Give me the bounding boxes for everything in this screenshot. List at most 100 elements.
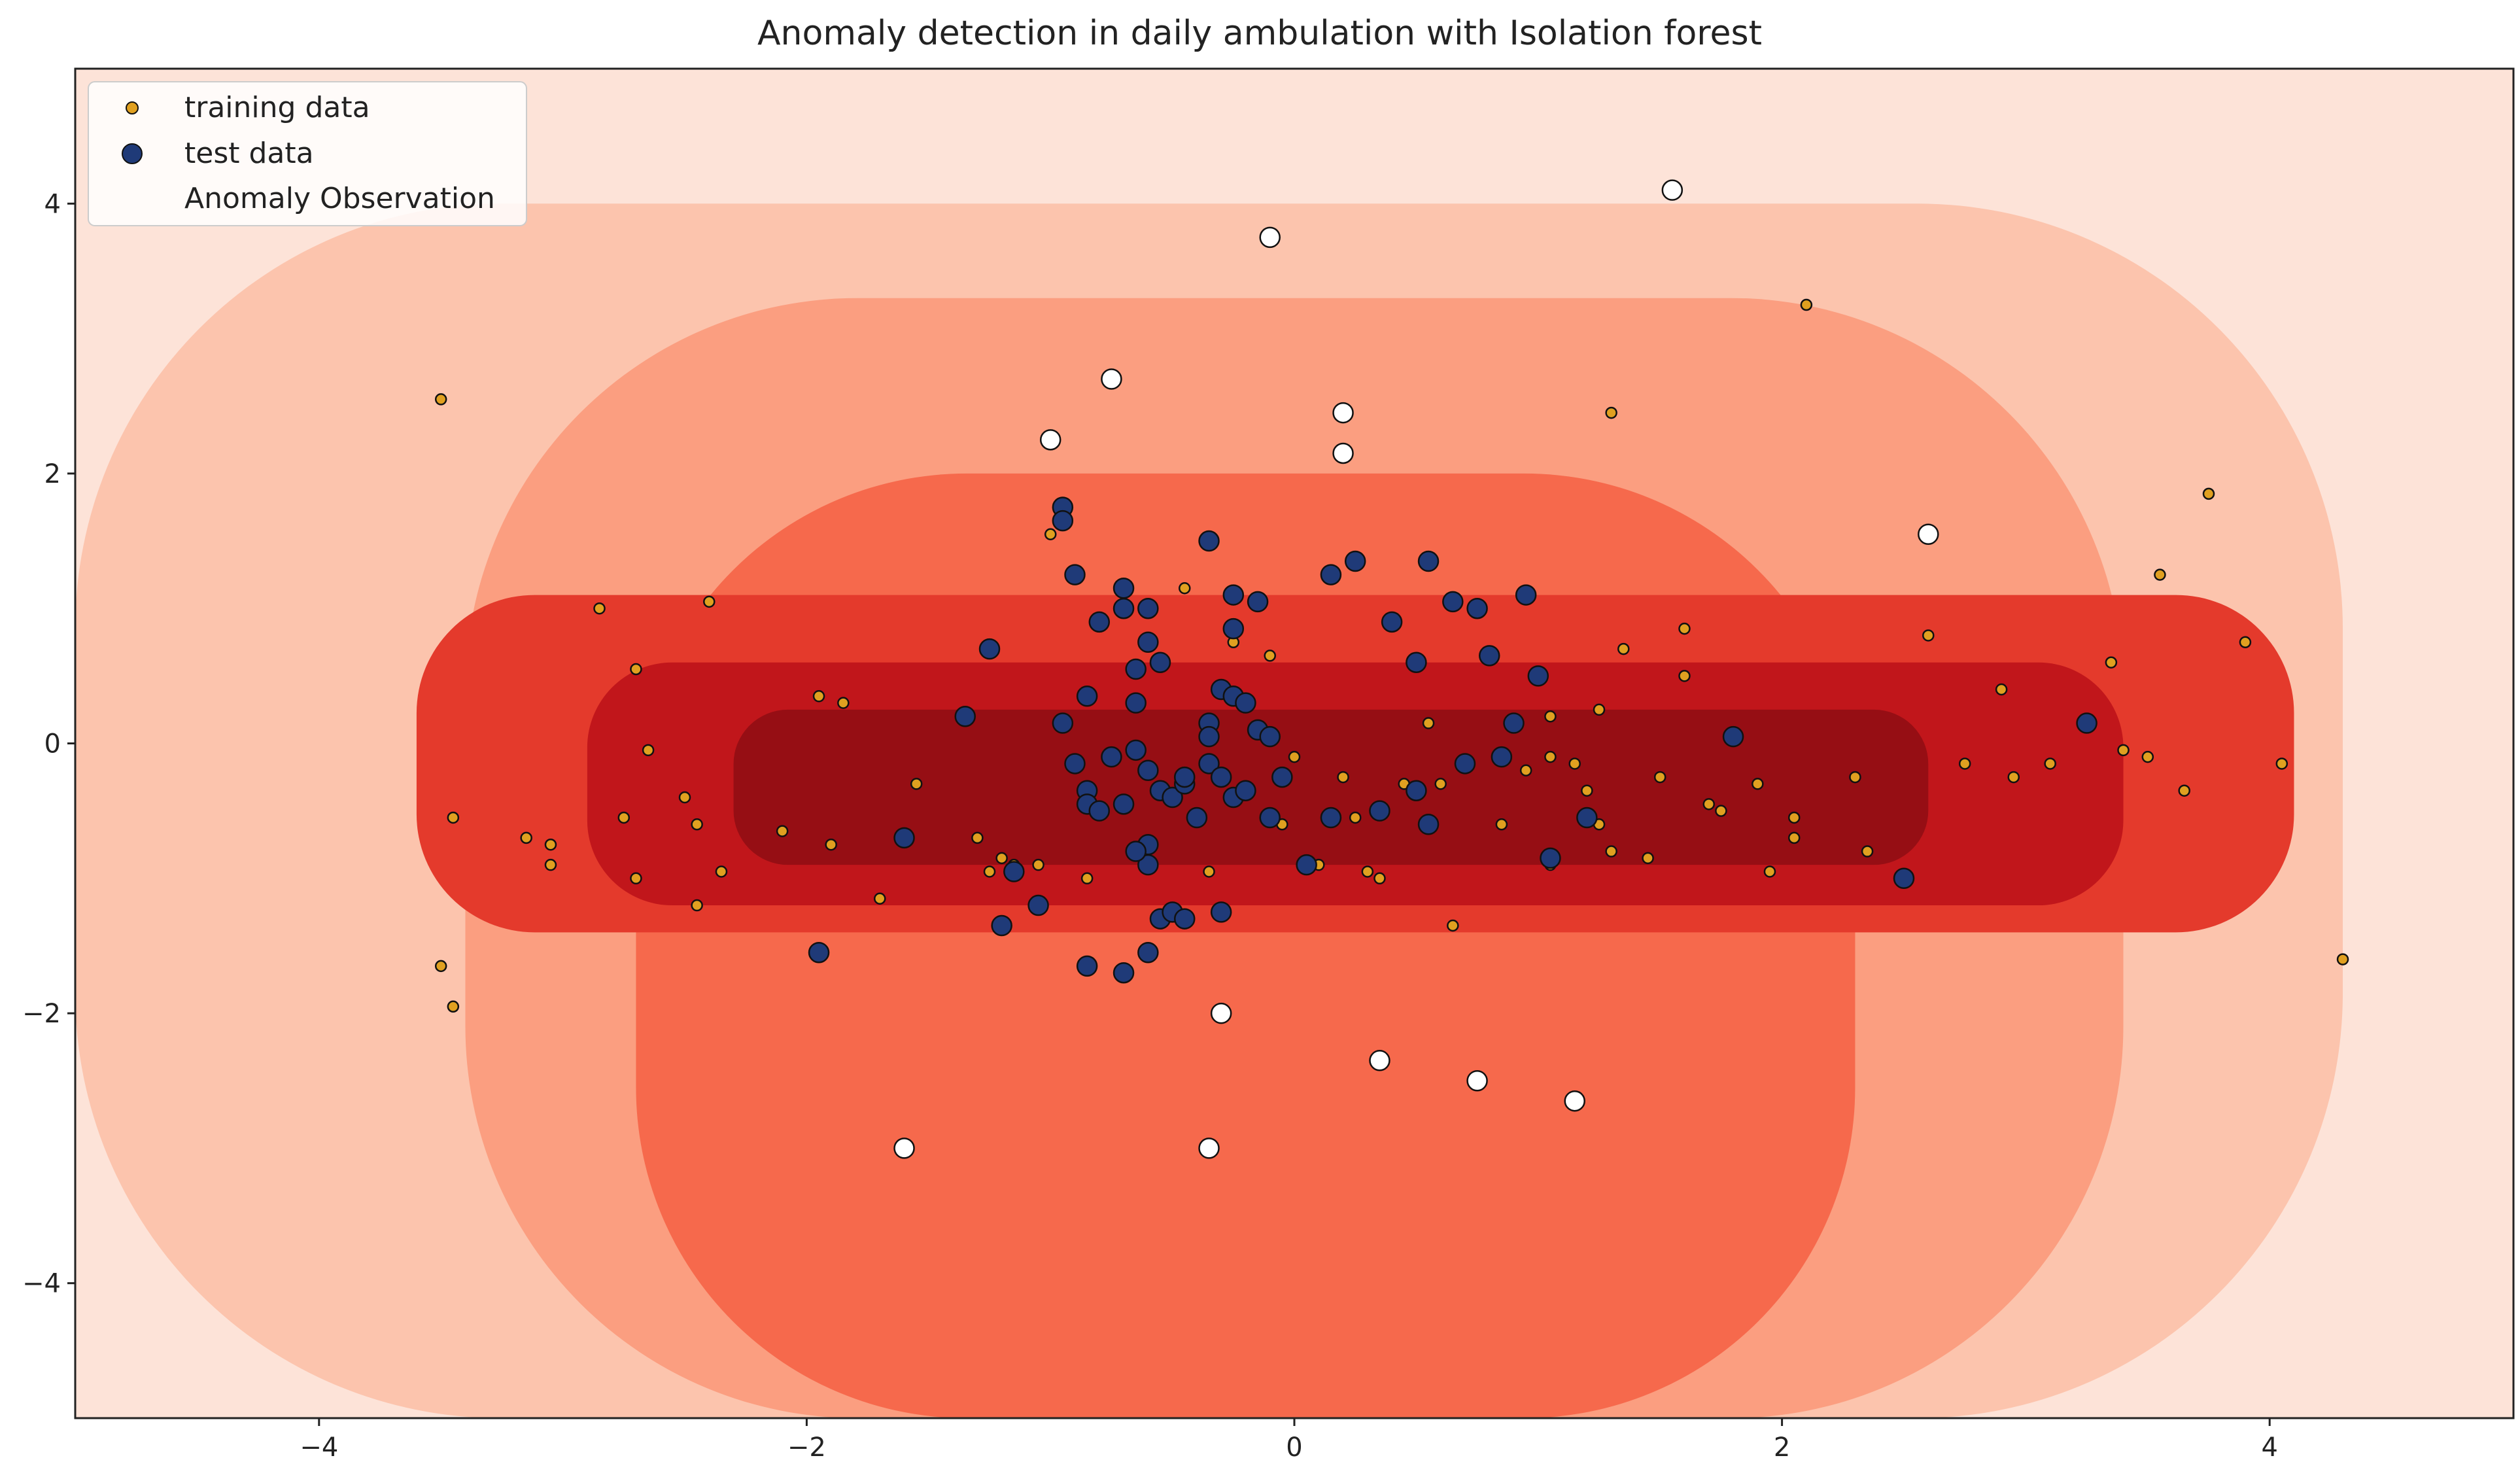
test-point [1259, 725, 1281, 748]
training-point [544, 858, 557, 871]
test-point [1417, 814, 1440, 835]
test-point [1088, 800, 1111, 822]
y-tick-label: 4 [44, 189, 61, 219]
test-point [1003, 861, 1025, 882]
legend-box [88, 81, 527, 226]
training-point [873, 892, 886, 905]
x-tick-label: 4 [2261, 1433, 2277, 1463]
legend-label-anomaly: Anomaly Observation [184, 182, 495, 215]
training-point [1678, 622, 1691, 635]
training-point [1349, 811, 1362, 824]
test-point [1149, 652, 1171, 673]
test-point [1442, 591, 1464, 613]
anomaly-point [1332, 442, 1354, 464]
anomaly-point [1198, 1138, 1220, 1159]
training-point [1447, 919, 1459, 932]
test-point [1576, 807, 1598, 829]
training-point [1544, 750, 1557, 763]
test-point [1113, 597, 1135, 619]
test-point [1320, 564, 1342, 585]
test-point [1173, 766, 1196, 788]
test-point [1503, 712, 1525, 734]
training-point [825, 838, 837, 851]
training-point [1653, 771, 1666, 784]
training-point [1264, 650, 1276, 662]
test-point [1027, 894, 1049, 916]
anomaly-point [1918, 523, 1939, 545]
training-data-series [434, 298, 2349, 1013]
training-point [1337, 771, 1349, 784]
training-point [2007, 771, 2020, 784]
test-point [1137, 759, 1159, 782]
training-point [1617, 642, 1630, 655]
test-point [1271, 766, 1293, 788]
training-point [910, 778, 923, 790]
test-point [1198, 725, 1220, 748]
x-tick-label: −2 [787, 1433, 826, 1463]
contour-level-6 [733, 709, 1929, 865]
test-point [1893, 867, 1915, 890]
test-point [893, 827, 915, 849]
training-point [1434, 778, 1447, 790]
x-tick-label: −4 [300, 1433, 338, 1463]
test-point [1113, 578, 1135, 599]
training-point [1800, 298, 1813, 311]
training-point [630, 663, 642, 676]
training-point [2117, 744, 2130, 757]
training-point [1958, 757, 1971, 770]
training-point [812, 690, 825, 703]
training-point [983, 865, 996, 878]
training-point [1178, 582, 1191, 595]
test-point [1527, 665, 1549, 687]
legend-label-test: test data [184, 137, 314, 170]
training-point [995, 852, 1008, 865]
test-point [1210, 766, 1232, 788]
legend-marker-test [122, 143, 143, 164]
x-tick-label: 0 [1286, 1433, 1302, 1463]
test-point [808, 942, 830, 964]
test-point [1344, 550, 1366, 572]
test-point [1235, 780, 1256, 801]
training-point [1678, 670, 1691, 682]
training-point [715, 865, 728, 878]
training-point [1361, 865, 1374, 878]
training-point [1080, 872, 1094, 885]
test-point [978, 638, 1001, 660]
y-tick-label: 2 [44, 459, 61, 489]
test-point [1137, 631, 1159, 653]
training-point [1642, 852, 1654, 865]
training-point [2202, 487, 2215, 500]
test-point [1125, 658, 1147, 680]
test-point [1113, 793, 1135, 815]
training-point [630, 872, 642, 885]
chart-title: Anomaly detection in daily ambulation wi… [757, 14, 1762, 53]
test-point [1113, 962, 1135, 984]
test-point [1259, 807, 1281, 829]
legend: training data test data Anomaly Observat… [88, 81, 527, 226]
training-point [520, 831, 532, 844]
training-point [1373, 872, 1386, 885]
anomaly-point [1332, 402, 1354, 424]
test-point [1137, 597, 1159, 619]
training-point [1044, 528, 1057, 540]
legend-label-training: training data [184, 91, 370, 124]
test-point [1137, 854, 1159, 876]
test-point [1186, 807, 1208, 829]
training-point [593, 602, 606, 615]
test-point [1540, 847, 1561, 869]
test-point [1088, 611, 1111, 633]
test-point [1406, 652, 1427, 673]
anomaly-point [893, 1138, 915, 1159]
test-point [1125, 841, 1147, 862]
test-point [1173, 908, 1196, 930]
training-point [1581, 784, 1593, 797]
test-point [1064, 753, 1086, 774]
x-tick-label: 2 [1774, 1433, 1790, 1463]
y-tick-label: 0 [44, 729, 61, 759]
training-point [776, 825, 789, 837]
test-point [1296, 854, 1317, 876]
training-point [678, 791, 691, 804]
legend-marker-training [126, 101, 139, 114]
training-point [703, 595, 716, 608]
anomaly-point [1369, 1050, 1390, 1071]
